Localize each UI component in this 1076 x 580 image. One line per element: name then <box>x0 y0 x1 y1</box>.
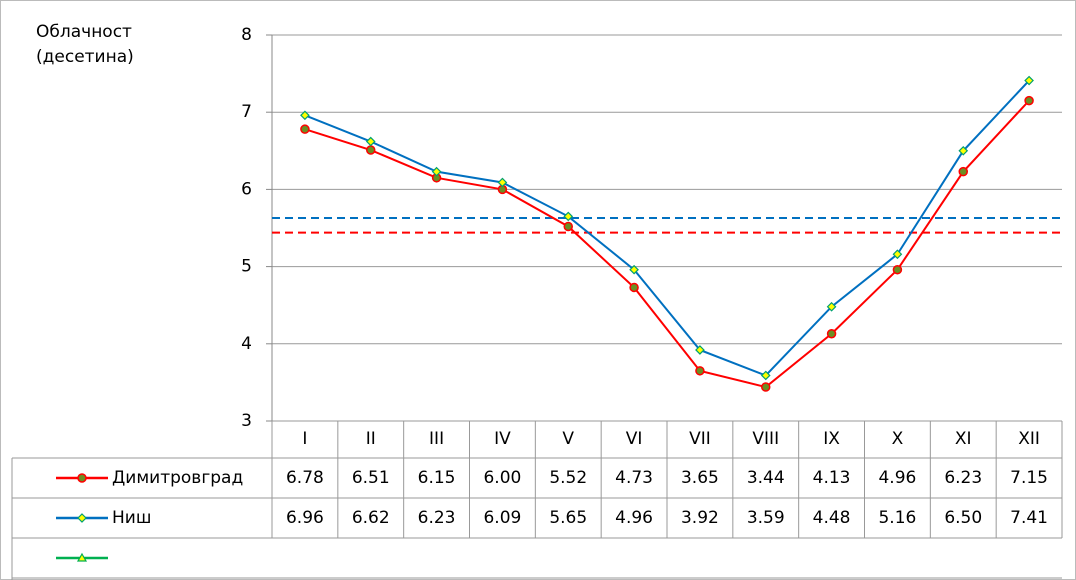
x-tick-label: XII <box>1018 429 1040 449</box>
series-line <box>304 79 1030 377</box>
x-tick-label: VI <box>626 429 643 449</box>
point-marker <box>431 166 442 177</box>
point-marker <box>1024 75 1034 86</box>
point-marker <box>563 221 573 232</box>
point-marker <box>629 264 639 275</box>
table-value: 6.62 <box>352 508 390 528</box>
point-marker <box>826 301 837 312</box>
point-marker <box>563 211 574 222</box>
point-marker <box>892 264 903 275</box>
table-value: 6.78 <box>286 468 324 488</box>
table-value: 7.41 <box>1010 508 1048 528</box>
legend-label: Димитровград <box>112 468 243 488</box>
table-value: 6.23 <box>944 468 982 488</box>
point-marker <box>695 345 705 355</box>
table-value: 3.65 <box>681 468 719 488</box>
point-marker <box>629 282 639 293</box>
table-value: 6.23 <box>418 508 456 528</box>
legend-marker <box>77 513 87 523</box>
table-value: 6.96 <box>286 508 324 528</box>
table-value: 4.96 <box>615 508 653 528</box>
point-marker <box>365 136 376 147</box>
y-tick-label: 3 <box>241 411 252 431</box>
series-line <box>304 99 1030 389</box>
table-value: 5.65 <box>549 508 587 528</box>
table-value: 6.51 <box>352 468 390 488</box>
table-value: 4.48 <box>813 508 851 528</box>
x-tick-label: IV <box>494 429 511 449</box>
point-marker <box>366 145 376 155</box>
y-tick-label: 7 <box>241 102 252 122</box>
table-value: 4.96 <box>878 468 916 488</box>
x-tick-label: VIII <box>752 429 779 449</box>
x-tick-label: V <box>562 429 574 449</box>
y-tick-label: 8 <box>241 25 252 45</box>
point-marker <box>958 145 969 156</box>
point-marker <box>695 366 705 376</box>
table-value: 6.50 <box>944 508 982 528</box>
point-marker <box>958 166 968 177</box>
x-tick-label: XI <box>955 429 972 449</box>
point-marker <box>300 110 310 121</box>
table-value: 3.92 <box>681 508 719 528</box>
table-value: 3.59 <box>747 508 785 528</box>
point-marker <box>1024 95 1034 106</box>
x-tick-label: II <box>366 429 376 449</box>
x-tick-label: III <box>429 429 444 449</box>
x-tick-label: I <box>302 429 307 449</box>
y-tick-label: 5 <box>241 257 252 277</box>
legend-marker <box>77 473 87 483</box>
y-tick-label: 6 <box>241 179 252 199</box>
table-value: 6.15 <box>418 468 456 488</box>
y-axis-title: Облачност (десетина) <box>36 22 134 67</box>
table-value: 4.13 <box>813 468 851 488</box>
x-tick-label: IX <box>823 429 840 449</box>
table-value: 3.44 <box>747 468 785 488</box>
legend-label: Ниш <box>112 508 151 528</box>
point-marker <box>761 382 771 392</box>
table-value: 6.09 <box>483 508 521 528</box>
table-value: 6.00 <box>483 468 521 488</box>
point-marker <box>497 177 508 188</box>
table-value: 4.73 <box>615 468 653 488</box>
table-value: 5.16 <box>878 508 916 528</box>
point-marker <box>300 124 310 134</box>
x-tick-label: X <box>892 429 904 449</box>
x-tick-label: VII <box>689 429 711 449</box>
legend-marker <box>76 552 88 562</box>
table-value: 7.15 <box>1010 468 1048 488</box>
point-marker <box>892 249 903 260</box>
y-tick-label: 4 <box>241 334 252 354</box>
point-marker <box>760 370 771 381</box>
point-marker <box>826 329 837 339</box>
table-value: 5.52 <box>549 468 587 488</box>
